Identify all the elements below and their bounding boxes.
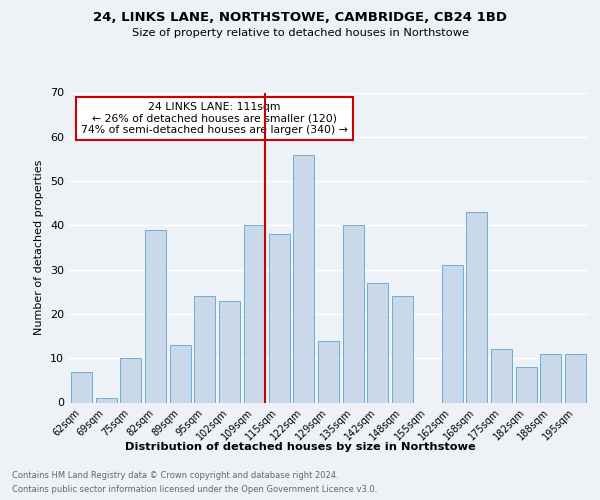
Text: Distribution of detached houses by size in Northstowe: Distribution of detached houses by size …: [125, 442, 475, 452]
Text: Contains public sector information licensed under the Open Government Licence v3: Contains public sector information licen…: [12, 485, 377, 494]
Bar: [343, 226, 364, 402]
Text: 24, LINKS LANE, NORTHSTOWE, CAMBRIDGE, CB24 1BD: 24, LINKS LANE, NORTHSTOWE, CAMBRIDGE, C…: [93, 11, 507, 24]
Bar: [269, 234, 290, 402]
Bar: [392, 296, 413, 403]
Bar: [516, 367, 537, 402]
Bar: [244, 226, 265, 402]
Text: Contains HM Land Registry data © Crown copyright and database right 2024.: Contains HM Land Registry data © Crown c…: [12, 471, 338, 480]
Bar: [491, 350, 512, 403]
Bar: [565, 354, 586, 403]
Bar: [219, 300, 240, 402]
Bar: [442, 265, 463, 402]
Bar: [293, 154, 314, 402]
Y-axis label: Number of detached properties: Number of detached properties: [34, 160, 44, 335]
Bar: [120, 358, 141, 403]
Bar: [541, 354, 562, 403]
Bar: [170, 345, 191, 403]
Text: 24 LINKS LANE: 111sqm
← 26% of detached houses are smaller (120)
74% of semi-det: 24 LINKS LANE: 111sqm ← 26% of detached …: [81, 102, 348, 135]
Bar: [318, 340, 339, 402]
Bar: [95, 398, 116, 402]
Text: Size of property relative to detached houses in Northstowe: Size of property relative to detached ho…: [131, 28, 469, 38]
Bar: [71, 372, 92, 402]
Bar: [466, 212, 487, 402]
Bar: [194, 296, 215, 403]
Bar: [367, 283, 388, 403]
Bar: [145, 230, 166, 402]
